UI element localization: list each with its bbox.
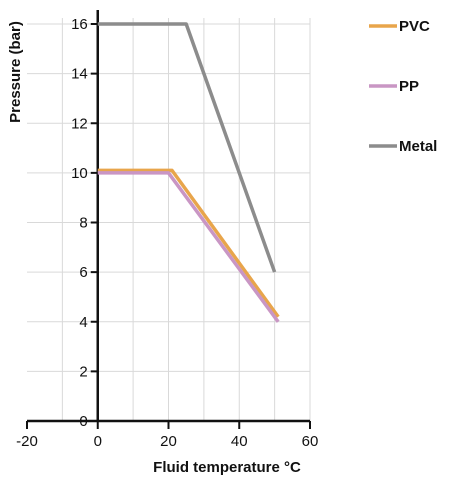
axes: -20 0 20 40 60 0 2 4 6 8 10 12 14 16 bbox=[16, 10, 318, 450]
x-tick-label: 0 bbox=[94, 433, 102, 450]
legend-label-metal: Metal bbox=[399, 138, 437, 155]
y-tick-label: 16 bbox=[71, 16, 88, 33]
y-tick-label: 10 bbox=[71, 165, 88, 182]
y-tick-label: 12 bbox=[71, 115, 88, 132]
legend-label-pp: PP bbox=[399, 78, 419, 95]
x-tick-label: 20 bbox=[160, 433, 177, 450]
y-tick-label: 4 bbox=[79, 314, 87, 331]
grid bbox=[27, 18, 311, 421]
x-tick-label: -20 bbox=[16, 433, 38, 450]
x-tick-label: 40 bbox=[231, 433, 248, 450]
legend: PVC PP Metal bbox=[369, 18, 437, 155]
series-line-pvc bbox=[97, 168, 280, 318]
series-line-pp bbox=[97, 171, 280, 323]
x-tick-label: 60 bbox=[302, 433, 319, 450]
legend-label-pvc: PVC bbox=[399, 18, 430, 35]
y-tick-label: 6 bbox=[79, 264, 87, 281]
y-tick-label: 8 bbox=[79, 215, 87, 232]
y-axis-title: Pressure (bar) bbox=[7, 21, 24, 123]
x-axis-title: Fluid temperature °C bbox=[153, 459, 301, 476]
series-lines bbox=[97, 22, 280, 323]
y-tick-label: 0 bbox=[79, 413, 87, 430]
y-tick-label: 14 bbox=[71, 66, 88, 83]
y-tick-label: 2 bbox=[79, 363, 87, 380]
series-line-metal bbox=[97, 22, 277, 273]
